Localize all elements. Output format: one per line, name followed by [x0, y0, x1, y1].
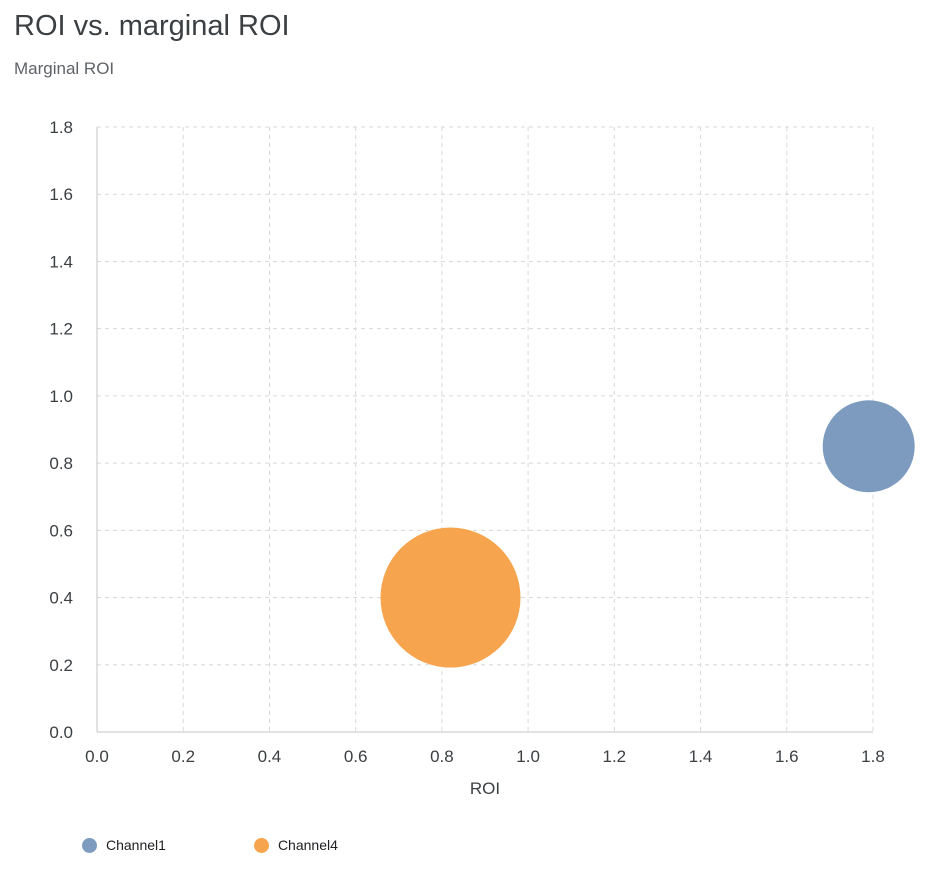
legend-swatch-icon	[253, 837, 269, 853]
x-tick-label: 1.4	[689, 747, 713, 766]
chart-container: ROI vs. marginal ROI Marginal ROI 0.0 0.2…	[0, 0, 928, 853]
chart-header: ROI vs. marginal ROI Marginal ROI	[0, 0, 928, 79]
legend-item-channel4[interactable]: Channel4	[253, 837, 338, 854]
x-tick-label: 1.8	[861, 747, 885, 766]
y-tick-label: 0.0	[49, 723, 73, 742]
bubble-chart: 0.0 0.2 0.4 0.6 0.8 1.0 1.2 1.4 1.6 1.8 0.0 0.2 0.4 0…	[49, 118, 915, 798]
x-axis-title: ROI	[470, 779, 500, 798]
legend-label: Channel1	[106, 837, 166, 854]
y-axis-title: Marginal ROI	[14, 59, 115, 79]
legend-item-channel1[interactable]: Channel1	[82, 837, 166, 853]
chart-title: ROI vs. marginal ROI	[14, 10, 290, 42]
y-tick-label: 1.2	[49, 320, 73, 339]
y-tick-label: 1.0	[49, 387, 73, 406]
x-tick-label: 0.4	[258, 747, 282, 766]
x-tick-label: 1.0	[516, 747, 540, 766]
bubble-channel4[interactable]	[380, 527, 521, 668]
bubble-channel1[interactable]	[822, 400, 915, 493]
x-tick-label: 0.8	[430, 747, 454, 766]
x-tick-label: 0.0	[85, 747, 109, 766]
legend-swatch-icon	[82, 837, 97, 853]
y-tick-label: 0.6	[49, 522, 73, 541]
y-tick-label: 0.8	[49, 454, 73, 473]
legend-label: Channel4	[277, 837, 338, 854]
x-tick-label: 0.6	[344, 747, 368, 766]
y-tick-label: 0.4	[49, 589, 73, 608]
x-tick-label: 1.2	[603, 747, 627, 766]
x-tick-label: 0.2	[171, 747, 195, 766]
y-tick-label: 1.8	[49, 118, 73, 137]
legend: Channel1 Channel4	[0, 837, 928, 853]
x-tick-label: 1.6	[775, 747, 799, 766]
y-tick-label: 0.2	[49, 656, 73, 675]
y-tick-label: 1.6	[49, 186, 73, 205]
y-tick-label: 1.4	[49, 253, 73, 272]
